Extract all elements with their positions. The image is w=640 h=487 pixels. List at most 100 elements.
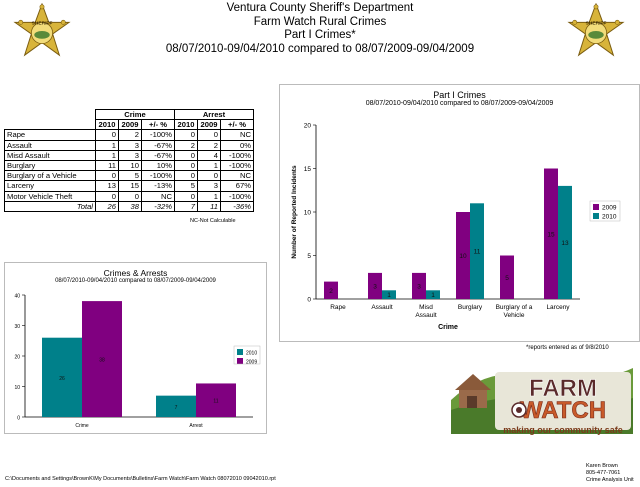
total-cell: 7 <box>174 200 198 212</box>
row-label: Burglary <box>4 159 96 172</box>
table-cell: NC <box>220 170 254 182</box>
x-tick-label: Arrest <box>189 423 203 429</box>
bar <box>368 272 382 299</box>
table-cell: NC <box>220 129 254 141</box>
total-cell: 26 <box>95 200 119 212</box>
table-cell: NC <box>141 190 175 202</box>
table-row: Motor Vehicle Theft 0 0 NC 0 1 -100% <box>4 190 254 202</box>
bar-value-label: 26 <box>59 376 65 382</box>
y-tick-label: 0 <box>307 297 311 304</box>
bar-value-label: 11 <box>474 249 481 256</box>
sheriff-star-badge-icon: SHERIFF <box>13 3 71 57</box>
bar-value-label: 10 <box>459 253 467 260</box>
bar-value-label: 3 <box>373 283 377 290</box>
logo-farm-text: FARM <box>529 375 597 402</box>
contact-name: Karen Brown <box>586 463 618 469</box>
x-tick-label: Burglary <box>458 304 483 311</box>
table-cell: 13 <box>95 180 119 192</box>
sheriff-star-badge-icon: SHERIFF <box>567 3 625 57</box>
report-subtitle: Part I Crimes* <box>284 29 356 41</box>
report-date-range: 08/07/2010-09/04/2010 compared to 08/07/… <box>165 42 475 55</box>
bar <box>82 301 122 417</box>
bar <box>412 272 426 299</box>
bar <box>558 185 572 299</box>
table-cell: 1 <box>197 190 221 202</box>
farm-watch-logo: FARM WATCH making our community safe <box>449 360 635 440</box>
bar <box>382 290 396 299</box>
bar <box>324 281 338 299</box>
x-tick-label: Misd <box>419 304 433 311</box>
crimes-arrests-chart-subtitle: 08/07/2010-09/04/2010 compared to 08/07/… <box>55 278 216 284</box>
x-tick-label: Vehicle <box>504 312 525 319</box>
table-cell: 15 <box>118 180 142 192</box>
total-cell: 11 <box>197 200 221 212</box>
table-row: Assault 1 3 -67% 2 2 0% <box>4 139 254 151</box>
table-cell: 10 <box>118 159 142 172</box>
legend-box <box>233 345 261 365</box>
table-row: Burglary 11 10 10% 0 1 -100% <box>4 159 254 172</box>
bar-value-label: 2 <box>329 288 333 295</box>
legend-label: 2009 <box>246 360 257 366</box>
x-tick-label: Assault <box>371 304 393 311</box>
total-cell: -32% <box>141 200 175 212</box>
nc-note: NC-Not Calculable <box>190 218 236 224</box>
legend-swatch <box>237 349 243 355</box>
total-label: Total <box>4 200 96 212</box>
table-cell: 2 <box>174 139 198 151</box>
row-label: Assault <box>4 139 96 151</box>
table-cell: 3 <box>118 149 142 161</box>
logo-tagline: making our community safe <box>503 425 623 435</box>
y-tick-label: 20 <box>14 355 20 361</box>
table-cell: 0 <box>95 129 119 141</box>
table-cell: 2 <box>197 139 221 151</box>
table-cell: 1 <box>95 149 119 161</box>
crime-group-header: Crime <box>95 108 175 121</box>
bar-value-label: 13 <box>561 240 569 247</box>
table-cell: 0 <box>174 170 198 182</box>
legend-swatch <box>593 213 599 219</box>
table-cell: 2 <box>118 129 142 141</box>
legend-swatch <box>593 204 599 210</box>
bar <box>156 395 196 417</box>
column-header: 2010 <box>95 119 119 131</box>
bar <box>500 255 514 299</box>
bar-value-label: 7 <box>175 405 178 411</box>
contact-unit: Crime Analysis Unit <box>586 477 634 483</box>
part1-chart-title: Part I Crimes <box>433 90 486 100</box>
table-cell: 67% <box>220 180 254 192</box>
y-axis-title: Number of Reported Incidents <box>291 165 298 259</box>
y-tick-label: 15 <box>304 166 312 173</box>
table-cell: -100% <box>141 170 175 182</box>
x-tick-label: Larceny <box>546 304 570 311</box>
table-cell: -100% <box>220 149 254 161</box>
column-header: 2010 <box>174 119 198 131</box>
table-total-row: Total 26 38 -32% 7 11 -36% <box>4 200 254 212</box>
table-cell: -100% <box>220 159 254 172</box>
table-cell: -13% <box>141 180 175 192</box>
table-cell: 0% <box>220 139 254 151</box>
column-header: +/- % <box>220 119 254 131</box>
crimes-arrests-chart-title: Crimes & Arrests <box>103 268 168 278</box>
table-cell: -100% <box>220 190 254 202</box>
legend-box <box>589 200 621 222</box>
column-header: +/- % <box>141 119 175 131</box>
bar-value-label: 38 <box>99 358 105 364</box>
table-cell: -67% <box>141 139 175 151</box>
table-cell: -67% <box>141 149 175 161</box>
table-cell: 0 <box>174 129 198 141</box>
crime-arrest-table: Crime Arrest 2010 2009 +/- % 2010 2009 +… <box>4 108 254 212</box>
bar-value-label: 11 <box>213 399 218 405</box>
table-cell: 0 <box>95 190 119 202</box>
svg-text:SHERIFF: SHERIFF <box>32 20 53 26</box>
table-sub-header-row: 2010 2009 +/- % 2010 2009 +/- % <box>5 119 254 131</box>
table-row: Larceny 13 15 -13% 5 3 67% <box>4 180 254 192</box>
legend-label: 2010 <box>602 214 617 221</box>
table-cell: 5 <box>118 170 142 182</box>
table-cell: 4 <box>197 149 221 161</box>
total-cell: 38 <box>118 200 142 212</box>
crimes-arrests-chart-panel: Crimes & Arrests 08/07/2010-09/04/2010 c… <box>4 262 267 434</box>
table-cell: 10% <box>141 159 175 172</box>
x-tick-label: Assault <box>415 312 437 319</box>
table-group-header-row: Crime Arrest <box>5 108 254 121</box>
table-cell: 3 <box>118 139 142 151</box>
